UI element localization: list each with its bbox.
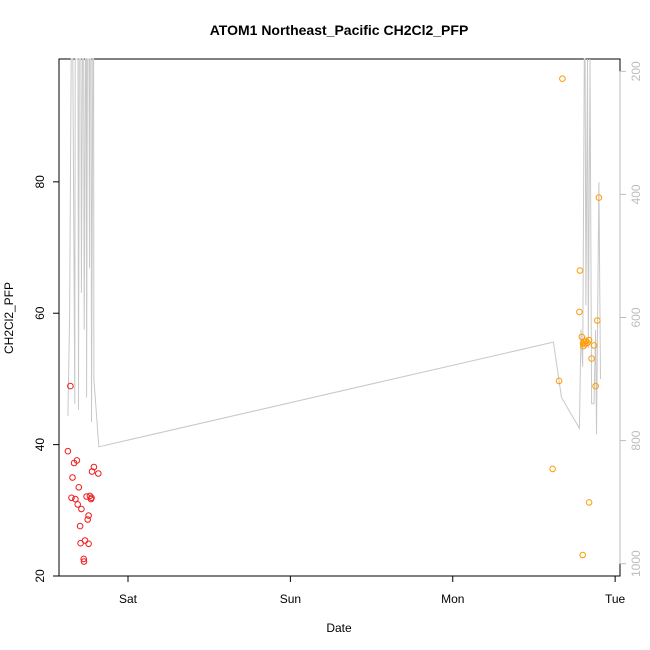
x-tick-label: Sun bbox=[280, 592, 301, 606]
y2-tick-label: 1000 bbox=[629, 550, 643, 577]
pressure-line bbox=[67, 58, 601, 448]
data-point-orange-5 bbox=[578, 333, 586, 341]
data-point-red-18 bbox=[85, 540, 92, 548]
data-point-red-21 bbox=[88, 494, 95, 502]
x-axis: Sat Sun Mon Tue bbox=[119, 575, 626, 606]
x-tick-label: Tue bbox=[605, 592, 626, 606]
data-point-orange-18 bbox=[594, 317, 601, 324]
data-point-red-17 bbox=[85, 512, 92, 519]
data-point-red-11 bbox=[78, 505, 85, 513]
data-point-red-13 bbox=[80, 558, 88, 565]
y-axis: 20 40 60 80 bbox=[33, 175, 60, 583]
data-point-red-2 bbox=[68, 494, 75, 502]
data-point-orange-3 bbox=[576, 267, 584, 274]
data-point-orange-13 bbox=[585, 336, 593, 344]
pressure-line-layer bbox=[67, 58, 601, 448]
data-point-red-16 bbox=[84, 516, 91, 523]
y-tick-label: 80 bbox=[33, 175, 47, 189]
data-point-red-7 bbox=[74, 501, 81, 508]
y-tick-label: 60 bbox=[33, 306, 47, 320]
x-tick-label: Mon bbox=[441, 592, 464, 606]
x-axis-label: Date bbox=[326, 621, 352, 635]
data-point-orange-1 bbox=[555, 377, 563, 385]
data-point-orange-15 bbox=[588, 355, 595, 362]
y-tick-label: 20 bbox=[33, 569, 47, 583]
y2-tick-label: 200 bbox=[629, 61, 643, 81]
data-point-red-24 bbox=[95, 470, 102, 477]
data-point-red-14 bbox=[81, 537, 89, 544]
data-point-orange-8 bbox=[580, 342, 587, 350]
data-point-red-8 bbox=[75, 484, 83, 491]
data-point-orange-4 bbox=[576, 308, 583, 316]
y-axis-label: CH2Cl2_PFP bbox=[2, 282, 16, 354]
data-points-layer bbox=[64, 75, 603, 565]
data-point-orange-6 bbox=[579, 551, 587, 559]
data-point-red-23 bbox=[90, 463, 98, 471]
y2-tick-label: 600 bbox=[629, 307, 643, 327]
data-point-orange-0 bbox=[549, 465, 556, 473]
y2-tick-label: 800 bbox=[629, 430, 643, 450]
chart-title: ATOM1 Northeast_Pacific CH2Cl2_PFP bbox=[210, 22, 469, 38]
x-tick-label: Sat bbox=[119, 592, 138, 606]
data-point-orange-16 bbox=[590, 342, 598, 349]
data-point-orange-14 bbox=[585, 499, 593, 506]
data-point-red-6 bbox=[73, 457, 81, 464]
data-point-red-0 bbox=[64, 447, 72, 455]
data-point-red-1 bbox=[67, 382, 74, 390]
y2-axis: 200 400 600 800 1000 bbox=[619, 61, 643, 577]
data-point-red-3 bbox=[69, 474, 76, 481]
y2-tick-label: 400 bbox=[629, 184, 643, 204]
data-point-red-9 bbox=[76, 522, 84, 530]
data-point-orange-19 bbox=[595, 194, 603, 201]
data-point-orange-11 bbox=[582, 337, 590, 345]
data-point-red-12 bbox=[80, 555, 87, 563]
data-point-orange-2 bbox=[559, 75, 566, 82]
data-point-red-5 bbox=[72, 495, 79, 503]
data-point-orange-17 bbox=[592, 382, 599, 390]
y-tick-label: 40 bbox=[33, 438, 47, 452]
data-point-red-19 bbox=[86, 492, 94, 500]
